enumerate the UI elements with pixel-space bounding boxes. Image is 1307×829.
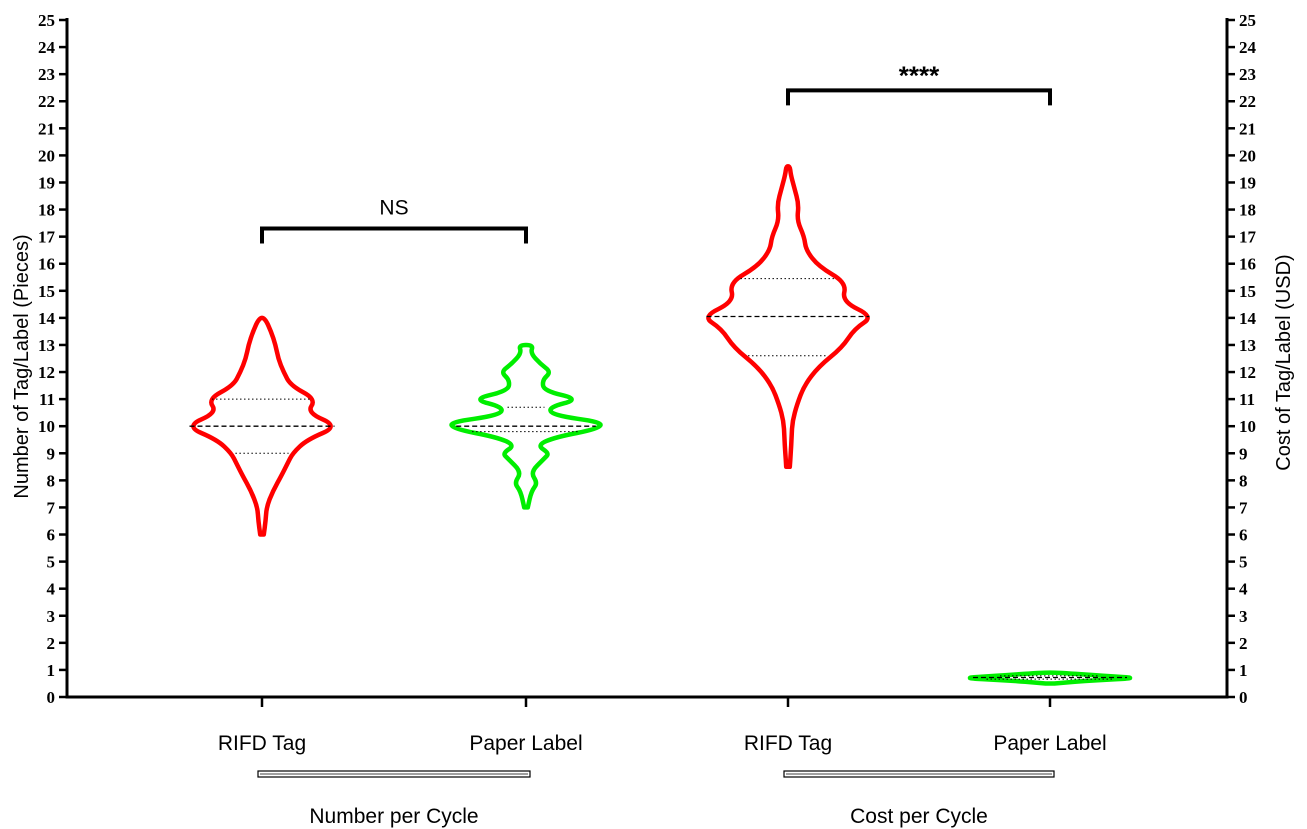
y-tick-label-right: 25 — [1239, 11, 1256, 30]
y-tick-label-right: 22 — [1239, 92, 1256, 111]
y-tick-label-left: 4 — [47, 580, 56, 599]
y-tick-label-left: 15 — [38, 282, 55, 301]
significance-label: **** — [899, 60, 940, 90]
y-tick-label-right: 24 — [1239, 38, 1257, 57]
y-tick-label-right: 9 — [1239, 444, 1248, 463]
violins — [189, 163, 1133, 686]
group-label: Number per Cycle — [309, 805, 478, 828]
y-tick-label-right: 20 — [1239, 146, 1256, 165]
y-tick-label-right: 17 — [1239, 228, 1257, 247]
y-tick-label-left: 25 — [38, 11, 55, 30]
y-axis-right-title: Cost of Tag/Label (USD) — [1273, 254, 1295, 470]
y-tick-label-left: 1 — [47, 661, 56, 680]
violin-0 — [191, 315, 333, 537]
y-tick-label-left: 23 — [38, 65, 55, 84]
category-label: RIFD Tag — [218, 732, 306, 755]
y-tick-label-left: 17 — [38, 228, 56, 247]
y-tick-label-right: 18 — [1239, 201, 1256, 220]
y-tick-label-right: 4 — [1239, 580, 1248, 599]
y-tick-label-right: 16 — [1239, 255, 1256, 274]
y-tick-label-right: 1 — [1239, 661, 1248, 680]
y-tick-label-left: 2 — [47, 634, 56, 653]
labels: Number of Tag/Label (Pieces) Cost of Tag/… — [11, 234, 1295, 828]
y-tick-label-right: 6 — [1239, 526, 1248, 545]
y-tick-label-right: 10 — [1239, 417, 1256, 436]
y-tick-label-right: 19 — [1239, 173, 1256, 192]
violin-1 — [449, 342, 603, 510]
y-tick-label-left: 12 — [38, 363, 55, 382]
y-tick-label-left: 0 — [47, 688, 56, 707]
y-tick-label-left: 18 — [38, 201, 55, 220]
y-tick-label-left: 10 — [38, 417, 55, 436]
y-tick-label-left: 8 — [47, 471, 56, 490]
y-tick-label-left: 19 — [38, 173, 55, 192]
axes: 0123456789101112131415161718192021222324… — [38, 11, 1257, 707]
y-tick-label-left: 11 — [39, 390, 55, 409]
y-tick-label-left: 16 — [38, 255, 55, 274]
y-tick-label-left: 21 — [38, 119, 55, 138]
significance-label: NS — [379, 197, 408, 220]
y-axis-left-title: Number of Tag/Label (Pieces) — [11, 234, 33, 498]
y-tick-label-right: 2 — [1239, 634, 1248, 653]
y-tick-label-left: 3 — [47, 607, 56, 626]
y-tick-label-right: 3 — [1239, 607, 1248, 626]
y-tick-label-left: 7 — [47, 498, 56, 517]
violin-3 — [967, 670, 1133, 686]
y-tick-label-right: 8 — [1239, 471, 1248, 490]
y-tick-label-right: 14 — [1239, 309, 1257, 328]
y-tick-label-right: 13 — [1239, 336, 1256, 355]
y-tick-label-right: 23 — [1239, 65, 1256, 84]
significance-bracket — [786, 88, 1052, 106]
y-tick-label-right: 0 — [1239, 688, 1248, 707]
violin-2 — [706, 163, 870, 470]
y-tick-label-left: 20 — [38, 146, 55, 165]
y-tick-label-left: 5 — [47, 553, 56, 572]
y-tick-label-right: 11 — [1239, 390, 1255, 409]
y-tick-label-left: 6 — [47, 526, 56, 545]
y-tick-label-left: 24 — [38, 38, 56, 57]
category-label: Paper Label — [469, 732, 582, 755]
y-tick-label-left: 9 — [47, 444, 56, 463]
y-tick-label-right: 15 — [1239, 282, 1256, 301]
y-tick-label-left: 14 — [38, 309, 56, 328]
y-tick-label-left: 22 — [38, 92, 55, 111]
category-label: Paper Label — [993, 732, 1106, 755]
group-label: Cost per Cycle — [850, 805, 988, 828]
y-tick-label-left: 13 — [38, 336, 55, 355]
y-tick-label-right: 5 — [1239, 553, 1248, 572]
y-tick-label-right: 21 — [1239, 119, 1256, 138]
category-label: RIFD Tag — [744, 732, 832, 755]
y-tick-label-right: 7 — [1239, 498, 1248, 517]
comparisons: NS **** — [260, 60, 1052, 244]
significance-bracket — [260, 226, 528, 244]
y-tick-label-right: 12 — [1239, 363, 1256, 382]
